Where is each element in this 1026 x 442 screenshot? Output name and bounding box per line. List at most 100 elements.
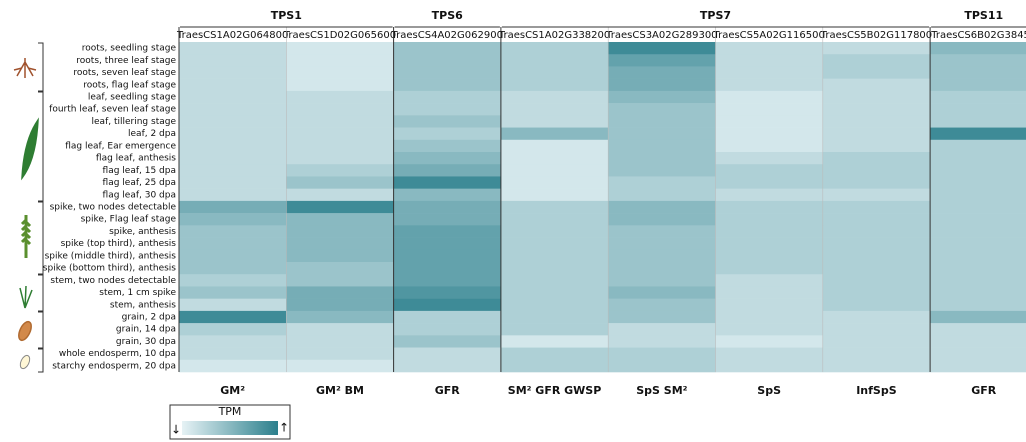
heat-cell [179,335,287,348]
heat-cell [286,225,394,238]
heat-cell [822,225,931,238]
heat-cell [179,54,287,67]
group-label: TPS1 [271,9,302,22]
heat-cell [393,103,502,116]
heat-cell [608,310,716,324]
row-label: flag leaf, Ear emergence [65,141,176,151]
heat-cell [393,225,502,238]
heat-cell [500,66,609,79]
heat-cell [930,164,1026,177]
heat-cell [715,188,824,202]
row-label: grain, 2 dpa [122,313,176,323]
heat-cell [286,249,394,263]
heat-cell [286,54,394,67]
heat-cell [608,359,716,373]
legend: TPM ↓ ↑ [169,404,291,440]
heat-cell [286,335,394,348]
heat-cell [286,310,394,324]
heat-cell [500,310,609,324]
heat-cell [608,286,716,299]
heat-cell [286,298,394,312]
heat-cell [930,152,1026,165]
heat-cell [393,274,502,287]
row-label: leaf, seedling stage [88,93,177,103]
heat-cell [500,54,609,67]
heat-cell [393,188,502,202]
heat-cell [930,176,1026,189]
gene-label: TraesCS1A02G064800 [176,30,288,41]
heat-cell [286,274,394,287]
row-label: stem, two nodes detectable [50,276,176,286]
heat-cell [393,249,502,263]
heat-cell [500,347,609,361]
heat-cell [286,152,394,165]
heat-cell [500,213,609,226]
heat-cell [286,78,394,92]
trait-label: GFR [971,384,997,397]
gene-label: TraesCS1A02G338200 [498,30,610,41]
heat-cell [715,103,824,116]
heat-cell [179,298,287,312]
heat-cell [930,213,1026,226]
heat-cell [822,274,931,287]
row-label: spike (bottom third), anthesis [43,264,177,274]
legend-title: TPM [218,405,242,418]
heat-cell [715,66,824,79]
heat-cell [393,262,502,275]
row-label: whole endosperm, 10 dpa [59,349,176,359]
heat-cell [608,139,716,153]
heat-cell [822,139,931,153]
heat-cell [930,127,1026,141]
heat-cell [930,188,1026,202]
heat-cell [500,262,609,275]
trait-label: GFR [435,384,461,397]
heat-cell [608,298,716,312]
heat-cell [179,90,287,104]
heat-cell [179,262,287,275]
row-label: spike, Flag leaf stage [81,215,177,225]
row-label: spike, anthesis [109,227,176,237]
heat-cell [179,274,287,287]
gene-label: TraesCS3A02G289300 [605,30,717,41]
heat-cell [500,164,609,177]
heat-cell [715,152,824,165]
heat-cell [179,213,287,226]
heat-cell [930,78,1026,92]
gene-label: TraesCS4A02G062900 [391,30,503,41]
row-label: leaf, tillering stage [92,117,177,127]
heat-cell [930,286,1026,299]
heat-cell [822,310,931,324]
row-label: stem, anthesis [110,300,176,310]
heat-cell [608,176,716,189]
heat-cell [930,66,1026,79]
group-label: TPS6 [432,9,463,22]
row-label: stem, 1 cm spike [99,288,176,298]
heat-cell [715,54,824,67]
heat-cell [930,323,1026,336]
heat-cell [179,176,287,189]
row-group-brackets [38,42,44,373]
heat-cell [822,249,931,263]
heat-cell [179,237,287,251]
heat-cell [822,127,931,141]
heat-cell [393,347,502,361]
heat-cell [608,78,716,92]
heat-cell [179,115,287,128]
heat-cell [179,127,287,141]
heat-cell [822,262,931,275]
heat-cell [393,237,502,251]
heat-cell [286,200,394,214]
heat-cell [608,200,716,214]
heat-cell [608,237,716,251]
heat-cell [822,200,931,214]
heat-cell [500,335,609,348]
heat-cell [822,335,931,348]
heat-cell [930,249,1026,263]
heat-cell [608,335,716,348]
row-label: flag leaf, anthesis [96,154,176,164]
legend-low: ↓ [171,423,181,437]
legend-gradient [182,421,278,435]
group-label: TPS11 [964,9,1003,22]
heat-cell [715,78,824,92]
heat-cell [286,127,394,141]
